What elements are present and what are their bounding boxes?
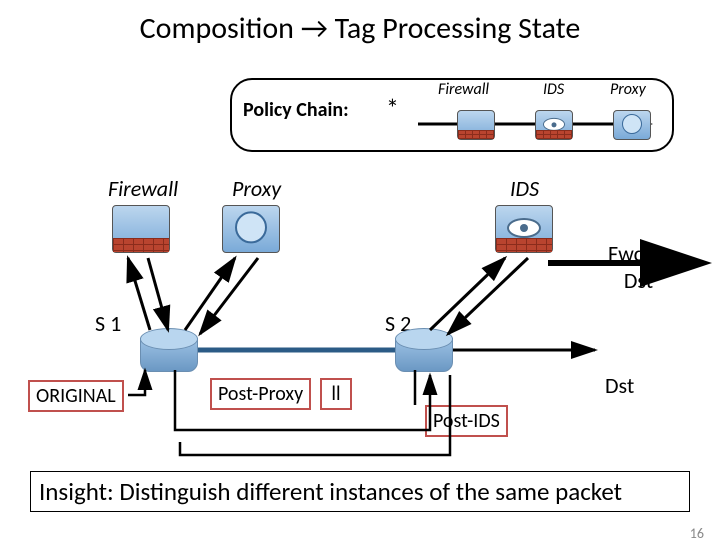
policy-star: *: [386, 92, 399, 124]
insight-box: Insight: Distinguish different instances…: [30, 471, 690, 512]
dst-label: Dst: [605, 372, 634, 399]
policy-item-proxy: Proxy: [610, 80, 646, 99]
page-title: Composition → Tag Processing State: [0, 10, 720, 47]
tag-post-proxy: Post-Proxy: [210, 378, 311, 410]
policy-item-firewall: Firewall: [438, 80, 489, 99]
firewall-label: Firewall: [108, 175, 178, 202]
mini-ids-icon: [535, 110, 573, 140]
s1-label: S 1: [95, 310, 121, 337]
router-s2-icon: [395, 328, 453, 372]
ids-label: IDS: [510, 175, 539, 202]
policy-item-ids: IDS: [543, 80, 564, 99]
policy-chain-label: Policy Chain:: [243, 98, 349, 122]
proxy-icon: [222, 205, 280, 253]
mini-firewall-icon: [457, 110, 495, 140]
page-number: 16: [690, 525, 704, 542]
proxy-label: Proxy: [232, 175, 281, 202]
fwd-to-dst-label: Fwd to Dst: [608, 240, 669, 294]
tag-post-ids: Post-IDS: [425, 405, 508, 437]
tag-original: ORIGINAL: [28, 380, 124, 412]
mini-proxy-icon: [613, 110, 651, 140]
tag-post-firewall: ll: [320, 378, 352, 410]
ids-icon: [495, 205, 553, 253]
firewall-icon: [112, 205, 170, 253]
router-s1-icon: [140, 328, 198, 372]
